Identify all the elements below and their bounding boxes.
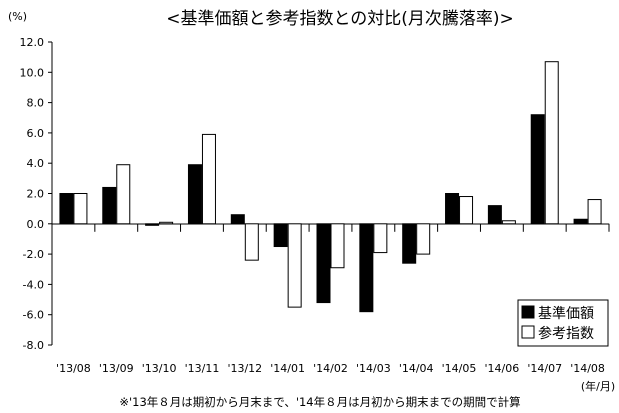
y-tick-label: 2.0 xyxy=(27,188,45,201)
bar-nav xyxy=(487,205,502,225)
x-category-label: '14/07 xyxy=(527,362,562,375)
y-tick-label: 0.0 xyxy=(27,218,45,231)
bar-nav xyxy=(230,214,245,225)
bar-index xyxy=(459,196,474,225)
y-tick-label: 10.0 xyxy=(20,66,45,79)
x-category-label: '14/03 xyxy=(356,362,391,375)
x-category-label: '14/05 xyxy=(442,362,477,375)
bar-index xyxy=(116,164,131,225)
bar-index xyxy=(244,223,259,261)
bar-index xyxy=(159,221,174,225)
bar-nav xyxy=(359,223,374,313)
bar-index xyxy=(373,223,388,254)
y-tick-label: 8.0 xyxy=(27,97,45,110)
bar-index xyxy=(587,199,602,225)
legend-label-index: 参考指数 xyxy=(538,325,594,342)
x-category-label: '14/06 xyxy=(485,362,520,375)
y-tick-label: -8.0 xyxy=(23,339,44,352)
y-tick-label: 4.0 xyxy=(27,157,45,170)
bar-nav xyxy=(530,114,545,225)
bar-nav xyxy=(102,186,117,225)
bar-nav xyxy=(316,223,331,304)
x-category-label: '13/12 xyxy=(227,362,262,375)
chart-title: <基準価額と参考指数との対比(月次騰落率)> xyxy=(166,9,514,29)
bar-nav xyxy=(273,223,288,248)
bar-nav xyxy=(145,223,160,226)
bar-nav xyxy=(187,164,202,225)
legend-swatch-index xyxy=(521,325,535,339)
bar-index xyxy=(330,223,345,269)
x-category-label: '14/02 xyxy=(313,362,348,375)
bar-index xyxy=(544,61,559,225)
x-category-label: '14/08 xyxy=(570,362,605,375)
y-axis-unit: (%) xyxy=(8,10,27,23)
y-tick-label: -6.0 xyxy=(23,309,44,322)
x-category-label: '13/10 xyxy=(142,362,177,375)
bar-index xyxy=(416,223,431,255)
bar-index xyxy=(501,220,516,225)
bar-index xyxy=(73,193,88,225)
footnote: ※'13年８月は期初から月末まで、'14年８月は月初から期末までの期間で計算 xyxy=(119,395,520,409)
bar-nav xyxy=(445,193,460,225)
bar-nav xyxy=(402,223,417,264)
y-tick-label: -4.0 xyxy=(23,278,44,291)
x-category-label: '13/08 xyxy=(56,362,91,375)
x-category-label: '13/09 xyxy=(99,362,134,375)
x-category-label: '14/04 xyxy=(399,362,434,375)
legend: 基準価額 参考指数 xyxy=(517,299,609,347)
bar-nav xyxy=(573,218,588,225)
y-tick-label: -2.0 xyxy=(23,248,44,261)
bar-index xyxy=(287,223,302,308)
x-axis-unit: (年/月) xyxy=(581,379,615,393)
legend-swatch-nav xyxy=(521,305,535,319)
y-tick-label: 6.0 xyxy=(27,127,45,140)
bar-index xyxy=(201,133,216,225)
legend-label-nav: 基準価額 xyxy=(538,305,594,322)
x-category-label: '14/01 xyxy=(270,362,305,375)
bar-nav xyxy=(59,193,74,225)
x-category-label: '13/11 xyxy=(185,362,220,375)
y-tick-label: 12.0 xyxy=(20,36,45,49)
